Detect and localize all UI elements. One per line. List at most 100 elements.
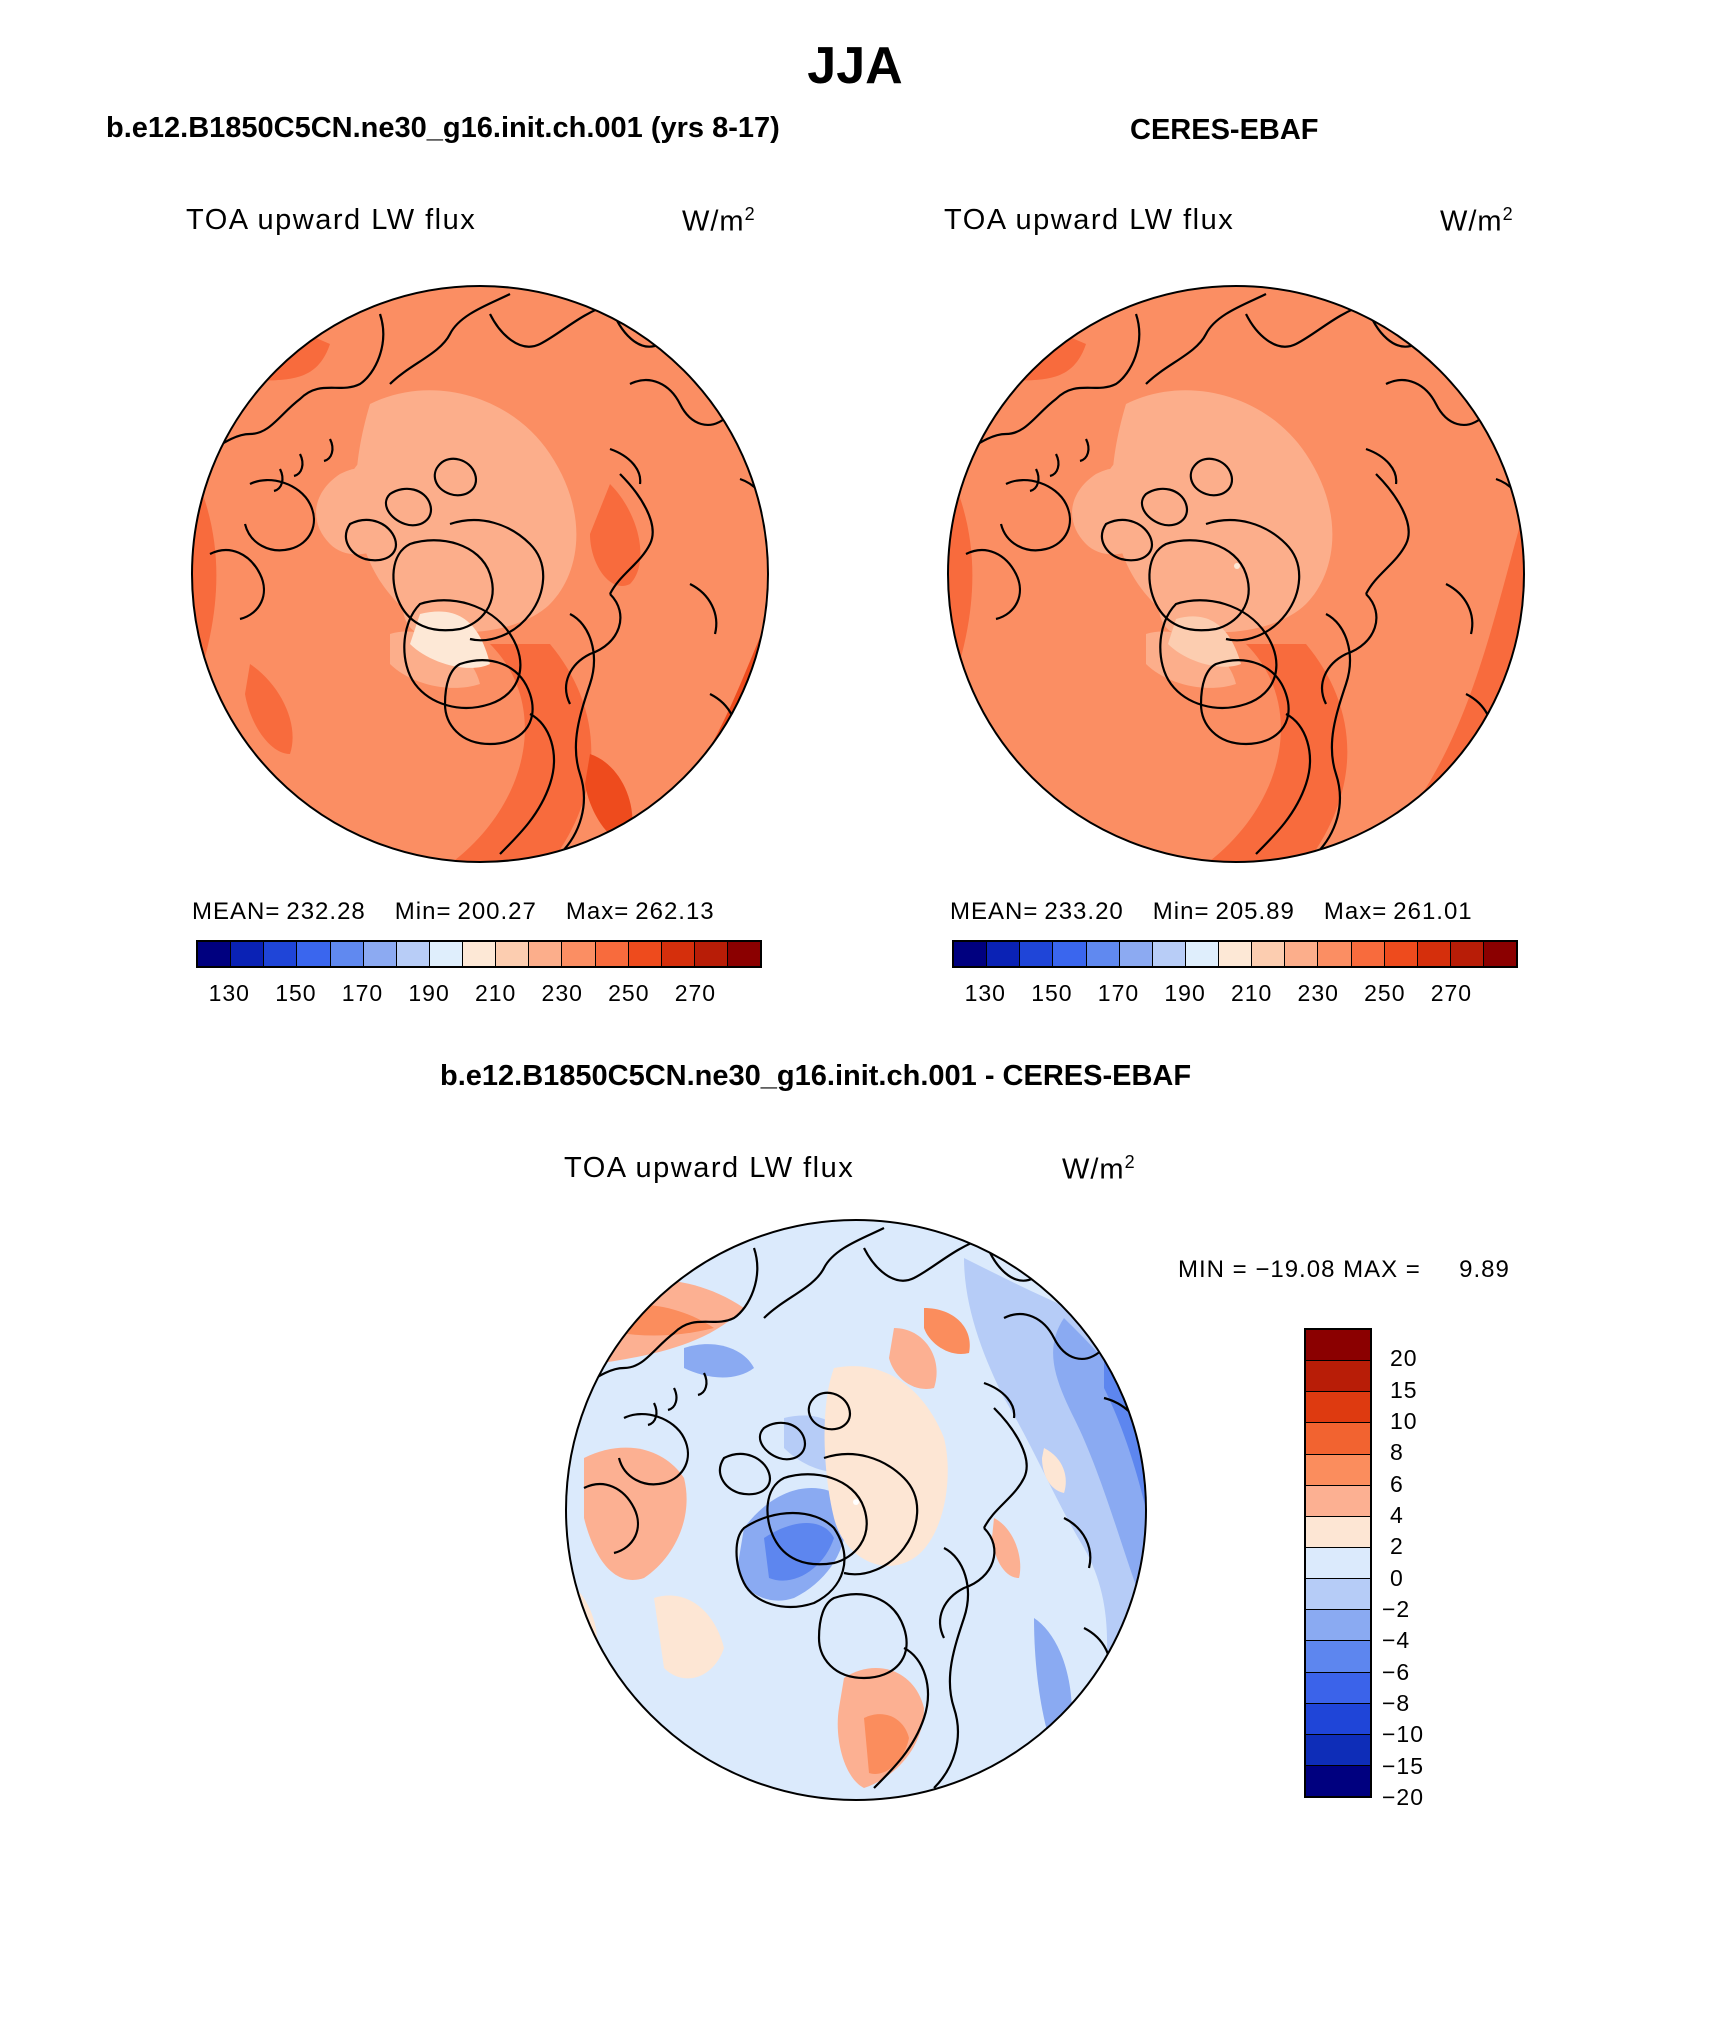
diff-colorbar-box-5 bbox=[1306, 1485, 1370, 1517]
model-colorbar-box-9 bbox=[496, 942, 530, 966]
obs-case-title: CERES-EBAF bbox=[1130, 114, 1319, 146]
obs-max-value: 261.01 bbox=[1393, 898, 1473, 925]
diff-colorbar-box-11 bbox=[1306, 1672, 1370, 1704]
obs-colorbar-box-8 bbox=[1219, 942, 1253, 966]
model-colorbar-box-4 bbox=[330, 942, 364, 966]
diff-colorbar-tick-label: 20 bbox=[1390, 1345, 1418, 1372]
diff-units: W/m2 bbox=[1062, 1152, 1136, 1187]
model-colorbar-box-6 bbox=[396, 942, 430, 966]
diff-colorbar-tick-label: −2 bbox=[1382, 1596, 1411, 1622]
obs-units-exp: 2 bbox=[1502, 204, 1514, 224]
model-variable-label: TOA upward LW flux bbox=[186, 204, 477, 236]
diff-colorbar-box-3 bbox=[1306, 1423, 1370, 1455]
obs-mean-label: MEAN= bbox=[950, 898, 1039, 925]
model-colorbar-tick-label: 210 bbox=[474, 980, 517, 1006]
obs-colorbar-box-1 bbox=[987, 942, 1021, 966]
obs-colorbar-tick-label: 150 bbox=[1031, 980, 1073, 1006]
obs-colorbar-box-6 bbox=[1152, 942, 1186, 966]
obs-colorbar-box-11 bbox=[1318, 942, 1352, 966]
obs-colorbar-box-3 bbox=[1053, 942, 1087, 966]
model-colorbar-tick-label: 270 bbox=[674, 980, 717, 1006]
diff-units-base: W/m bbox=[1062, 1153, 1125, 1186]
model-colorbar-box-12 bbox=[595, 942, 629, 966]
model-colorbar-box-14 bbox=[661, 942, 695, 966]
obs-colorbar-box-4 bbox=[1086, 942, 1120, 966]
model-colorbar-box-8 bbox=[463, 942, 497, 966]
model-max-value: 262.13 bbox=[635, 898, 715, 925]
obs-units-base: W/m bbox=[1440, 205, 1503, 238]
model-colorbar-box-2 bbox=[264, 942, 298, 966]
model-min-label: Min= bbox=[394, 898, 452, 925]
obs-colorbar-box-5 bbox=[1119, 942, 1153, 966]
diff-colorbar-tick-label: 10 bbox=[1390, 1408, 1418, 1434]
diff-colorbar-box-10 bbox=[1306, 1641, 1370, 1673]
model-colorbar-box-3 bbox=[297, 942, 331, 966]
diff-minmax: MIN = −19.08 MAX = 9.89 bbox=[1178, 1256, 1510, 1283]
diff-colorbar-box-7 bbox=[1306, 1547, 1370, 1580]
model-mean-value: 232.28 bbox=[286, 898, 366, 925]
obs-colorbar-box-16 bbox=[1484, 942, 1517, 966]
season-title: JJA bbox=[807, 37, 903, 95]
obs-min-label: Min= bbox=[1152, 898, 1210, 925]
model-colorbar-box-11 bbox=[562, 942, 596, 966]
diff-colorbar-box-14 bbox=[1306, 1765, 1370, 1797]
model-colorbar-ticks: 130 150 170 190 210 230 250 270 bbox=[196, 980, 762, 1010]
obs-colorbar-tick-label: 270 bbox=[1430, 980, 1473, 1006]
model-colorbar bbox=[196, 940, 762, 968]
diff-colorbar-tick-label: 6 bbox=[1390, 1470, 1404, 1497]
obs-colorbar-tick-label: 130 bbox=[964, 980, 1006, 1006]
model-colorbar-tick-label: 170 bbox=[341, 980, 384, 1006]
diff-colorbar-tick-label: 2 bbox=[1390, 1533, 1404, 1560]
diff-colorbar-tick-label: 0 bbox=[1390, 1564, 1404, 1591]
model-units-exp: 2 bbox=[744, 204, 756, 224]
model-min-value: 200.27 bbox=[457, 898, 537, 925]
diff-colorbar-tick-label: −8 bbox=[1382, 1690, 1411, 1716]
diff-colorbar-tick-label: 4 bbox=[1390, 1502, 1404, 1528]
diff-colorbar-box-9 bbox=[1306, 1610, 1370, 1642]
obs-colorbar-tick-label: 250 bbox=[1364, 980, 1406, 1006]
diff-colorbar-ticks: 20 15 10 8 6 4 2 0 −2 −4 −6 −8 −10 −15 −20 bbox=[1382, 1328, 1462, 1810]
model-colorbar-box-10 bbox=[529, 942, 563, 966]
diff-colorbar bbox=[1304, 1328, 1372, 1798]
obs-colorbar-tick-label: 190 bbox=[1164, 980, 1206, 1006]
obs-colorbar-tick-label: 170 bbox=[1097, 980, 1140, 1006]
diff-colorbar-box-13 bbox=[1306, 1734, 1370, 1766]
model-units: W/m2 bbox=[682, 204, 756, 239]
model-colorbar-tick-label: 250 bbox=[608, 980, 650, 1006]
diff-colorbar-box-1 bbox=[1306, 1361, 1370, 1393]
diff-polar-map bbox=[565, 1219, 1147, 1801]
model-colorbar-box-1 bbox=[231, 942, 265, 966]
obs-colorbar-tick-label: 230 bbox=[1297, 980, 1339, 1006]
obs-variable-label: TOA upward LW flux bbox=[944, 204, 1235, 236]
model-colorbar-tick-label: 130 bbox=[208, 980, 250, 1006]
obs-colorbar-tick-label: 210 bbox=[1230, 980, 1273, 1006]
model-colorbar-tick-label: 150 bbox=[275, 980, 317, 1006]
model-colorbar-tick-label: 230 bbox=[541, 980, 583, 1006]
obs-colorbar-box-2 bbox=[1020, 942, 1054, 966]
diff-colorbar-box-4 bbox=[1306, 1454, 1370, 1486]
diff-case-title: b.e12.B1850C5CN.ne30_g16.init.ch.001 - C… bbox=[440, 1060, 1192, 1092]
obs-colorbar-ticks: 130 150 170 190 210 230 250 270 bbox=[952, 980, 1518, 1010]
diff-colorbar-tick-label: −6 bbox=[1382, 1658, 1411, 1685]
obs-colorbar-box-0 bbox=[954, 942, 988, 966]
diff-colorbar-tick-label: 8 bbox=[1390, 1439, 1404, 1466]
diff-colorbar-tick-label: 15 bbox=[1390, 1376, 1418, 1403]
diff-colorbar-box-6 bbox=[1306, 1516, 1370, 1548]
model-colorbar-tick-label: 190 bbox=[408, 980, 450, 1006]
diff-units-exp: 2 bbox=[1124, 1152, 1136, 1172]
diff-colorbar-box-2 bbox=[1306, 1392, 1370, 1424]
diff-colorbar-tick-label: −10 bbox=[1382, 1721, 1425, 1748]
obs-colorbar-box-13 bbox=[1384, 942, 1418, 966]
diff-variable-label: TOA upward LW flux bbox=[564, 1152, 855, 1184]
model-colorbar-box-13 bbox=[628, 942, 662, 966]
obs-colorbar-box-9 bbox=[1252, 942, 1286, 966]
diff-colorbar-tick-label: −15 bbox=[1382, 1752, 1425, 1779]
obs-colorbar-box-7 bbox=[1185, 942, 1219, 966]
obs-polar-map bbox=[947, 285, 1525, 863]
obs-mean-value: 233.20 bbox=[1044, 898, 1124, 925]
obs-max-label: Max= bbox=[1323, 898, 1388, 925]
model-colorbar-box-5 bbox=[363, 942, 397, 966]
obs-colorbar-box-10 bbox=[1285, 942, 1319, 966]
model-polar-map bbox=[191, 285, 769, 863]
obs-colorbar-box-14 bbox=[1417, 942, 1451, 966]
